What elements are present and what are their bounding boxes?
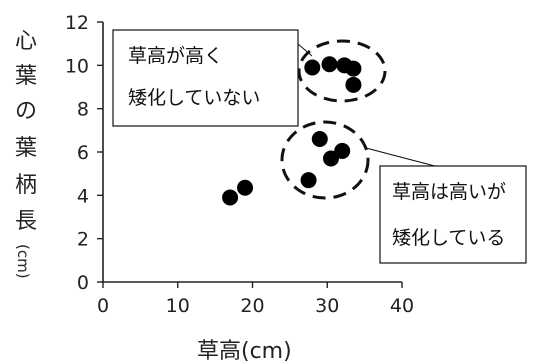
data-point xyxy=(222,189,239,206)
y-axis-label-char-6: 長 xyxy=(15,209,37,234)
y-tick-label: 6 xyxy=(77,142,89,164)
y-axis-label: 心 葉 の 葉 柄 長 (cm) xyxy=(14,29,37,279)
cluster-ellipse-upper xyxy=(297,39,387,103)
callout-1-line-1: 草高が高く xyxy=(128,45,223,67)
data-point xyxy=(311,131,328,147)
x-tick-label: 10 xyxy=(166,295,190,317)
y-tick-label: 12 xyxy=(65,12,89,34)
callout-1-line-2: 矮化していない xyxy=(128,87,260,109)
y-tick-label: 10 xyxy=(65,55,89,77)
y-tick-label: 8 xyxy=(77,99,89,121)
x-tick-label: 20 xyxy=(240,295,264,317)
callout-2-line-2: 矮化している xyxy=(392,227,505,249)
y-tick-label: 4 xyxy=(77,185,89,207)
y-axis-label-char-1: 心 xyxy=(15,29,37,54)
y-tick-label: 2 xyxy=(77,229,89,251)
callout-dwarfed: 草高は高いが 矮化している xyxy=(365,147,527,264)
data-point xyxy=(345,60,362,77)
callout-2-line-1: 草高は高いが xyxy=(392,181,506,203)
x-tick-label: 40 xyxy=(390,295,414,317)
data-point xyxy=(322,150,339,167)
callout-not-dwarfed: 草高が高く 矮化していない xyxy=(112,29,313,127)
data-point xyxy=(334,142,351,159)
y-axis-label-char-2: 葉 xyxy=(15,64,37,89)
data-points xyxy=(222,56,362,206)
axis-ticks: 0 10 20 30 40 0 2 4 6 8 10 12 xyxy=(65,12,414,317)
data-point xyxy=(321,56,338,73)
x-tick-label: 0 xyxy=(97,295,109,317)
y-axis-label-char-4: 葉 xyxy=(15,136,37,161)
y-axis-label-char-5: 柄 xyxy=(15,173,37,198)
data-point xyxy=(300,172,317,189)
y-axis-label-unit: (cm) xyxy=(14,244,32,279)
x-tick-label: 30 xyxy=(315,295,339,317)
data-point xyxy=(237,179,254,196)
y-axis-label-char-3: の xyxy=(15,99,37,124)
y-tick-label: 0 xyxy=(77,272,89,294)
x-axis-label: 草高(cm) xyxy=(197,339,292,363)
data-point xyxy=(345,76,362,93)
cluster-ellipse-lower xyxy=(280,120,370,200)
data-point xyxy=(304,59,321,76)
